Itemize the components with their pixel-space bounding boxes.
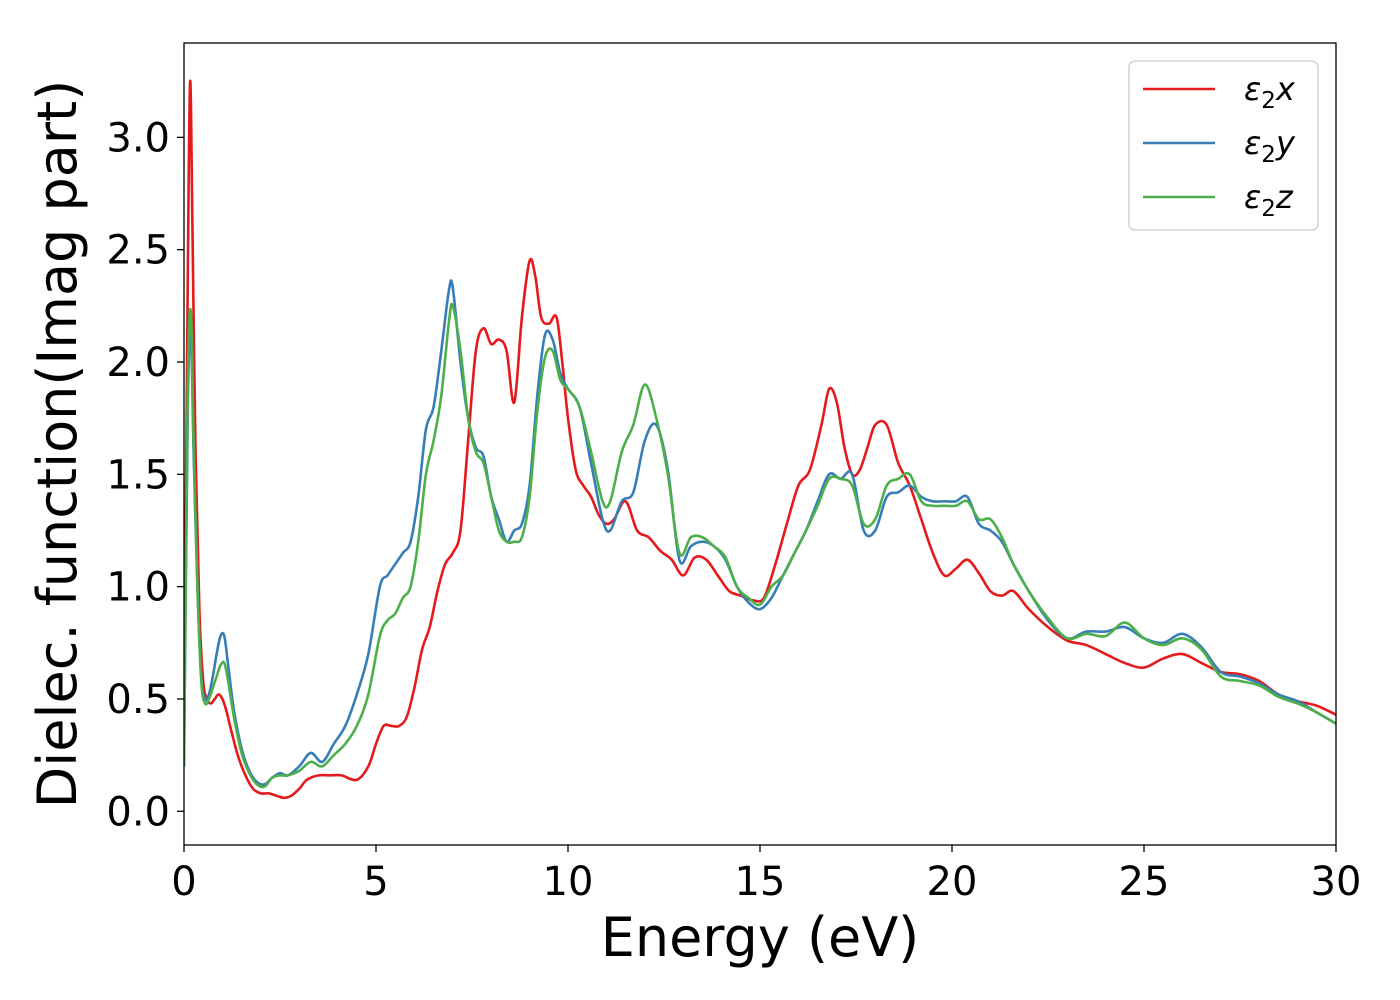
y-axis-label: Dielec. function(Imag part) bbox=[26, 80, 89, 809]
y-tick-label: 1.5 bbox=[106, 452, 170, 498]
series-line-x bbox=[184, 79, 1336, 800]
x-tick-label: 25 bbox=[1119, 859, 1170, 905]
legend-label-y: ε2y bbox=[1244, 124, 1296, 168]
y-tick-label: 2.5 bbox=[106, 228, 170, 274]
legend: ε2x ε2y ε2z bbox=[1128, 60, 1319, 231]
y-tick-label: 0.0 bbox=[106, 789, 170, 835]
x-axis-ticks: 0 5 10 15 20 25 30 bbox=[171, 845, 1361, 905]
legend-box bbox=[1128, 60, 1319, 231]
x-tick-label: 5 bbox=[363, 859, 388, 905]
series-line-z bbox=[184, 302, 1336, 789]
y-tick-label: 2.0 bbox=[106, 340, 170, 386]
x-axis-label: Energy (eV) bbox=[601, 906, 920, 969]
y-tick-label: 0.5 bbox=[106, 677, 170, 723]
y-tick-label: 3.0 bbox=[106, 115, 170, 161]
x-tick-label: 10 bbox=[543, 859, 594, 905]
x-tick-label: 15 bbox=[735, 859, 786, 905]
x-tick-label: 20 bbox=[927, 859, 978, 905]
plot-lines bbox=[184, 79, 1336, 800]
legend-label-x: ε2x bbox=[1244, 70, 1296, 114]
y-axis-ticks: 0.0 0.5 1.0 1.5 2.0 2.5 3.0 bbox=[106, 115, 184, 835]
legend-label-z: ε2z bbox=[1244, 178, 1294, 222]
x-tick-label: 30 bbox=[1311, 859, 1362, 905]
y-tick-label: 1.0 bbox=[106, 565, 170, 611]
x-tick-label: 0 bbox=[171, 859, 196, 905]
